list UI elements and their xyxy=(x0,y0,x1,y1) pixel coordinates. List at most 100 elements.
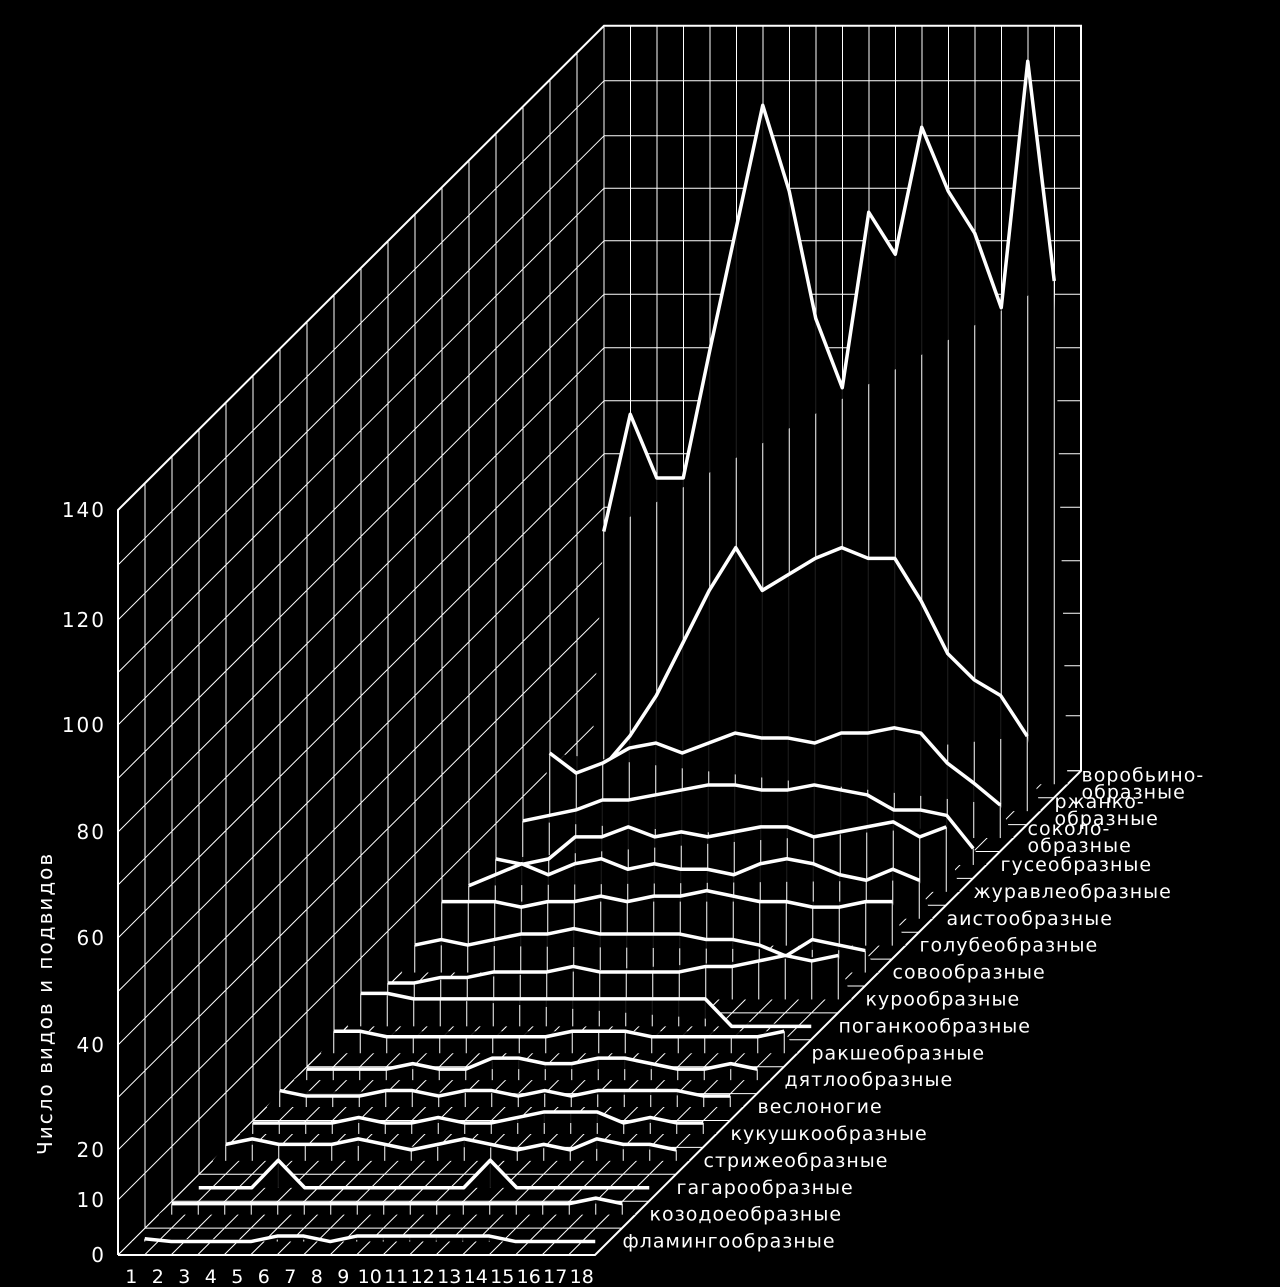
x-tick-label: 15 xyxy=(490,1266,514,1287)
order-label-line: аистообразные xyxy=(947,908,1113,930)
order-label: ржанко-образные xyxy=(1055,791,1159,830)
order-label-line: кукушкообразные xyxy=(731,1123,928,1145)
order-labels: фламингообразные козодоеобразные гагарообр… xyxy=(623,764,1205,1253)
order-label: фламингообразные xyxy=(623,1231,836,1253)
x-tick-label: 14 xyxy=(464,1266,488,1287)
left-grid-diag xyxy=(117,347,605,833)
x-tick-label: 13 xyxy=(437,1266,461,1287)
y-tick-label: 120 xyxy=(62,608,106,632)
series-line xyxy=(144,1234,596,1244)
left-grid-diag xyxy=(117,293,605,779)
series-line xyxy=(495,820,947,867)
x-tick-label: 2 xyxy=(152,1266,164,1287)
x-tick-label: 3 xyxy=(178,1266,190,1287)
left-grid-diag xyxy=(117,135,605,621)
order-label-line: образные xyxy=(1082,781,1186,803)
x-tick-label: 9 xyxy=(337,1266,349,1287)
series-line xyxy=(387,953,839,985)
x-tick-label: 4 xyxy=(205,1266,217,1287)
x-tick-label: 16 xyxy=(517,1266,541,1287)
left-grid-diag xyxy=(117,400,605,886)
y-tick-label: 20 xyxy=(77,1138,106,1162)
series-1 xyxy=(158,1196,636,1215)
y-tick-label: 10 xyxy=(77,1188,106,1212)
series-line xyxy=(198,1158,650,1190)
y-axis-title: Число видов и подвидов xyxy=(33,852,57,1155)
left-grid-diag xyxy=(117,506,605,992)
order-label: соколо-образные xyxy=(1028,818,1132,857)
series-layer xyxy=(131,59,1068,1244)
order-label-line: козодоеобразные xyxy=(650,1204,843,1226)
series-line xyxy=(279,1088,731,1098)
order-label: стрижеобразные xyxy=(704,1150,889,1172)
order-label-line: веслоногие xyxy=(758,1096,883,1118)
series-line xyxy=(602,59,1056,532)
order-label: совообразные xyxy=(893,962,1046,984)
order-label: козодоеобразные xyxy=(650,1204,843,1226)
series-line xyxy=(548,726,1002,807)
order-label-line: образные xyxy=(1055,808,1159,830)
series-6 xyxy=(293,1056,771,1081)
series-4 xyxy=(239,1110,717,1134)
order-label-line: стрижеобразные xyxy=(704,1150,889,1172)
order-label: воробьино-образные xyxy=(1082,764,1205,803)
left-grid-diag xyxy=(117,612,605,1098)
order-label-line: ракшеобразные xyxy=(812,1042,986,1064)
series-2 xyxy=(185,1158,663,1190)
left-grid-diag xyxy=(117,80,605,566)
x-tick-label: 17 xyxy=(543,1266,567,1287)
left-grid-diag xyxy=(117,665,605,1151)
left-grid-diag xyxy=(117,715,605,1201)
order-label: аистообразные xyxy=(947,908,1113,930)
x-tick-label: 11 xyxy=(384,1266,408,1287)
order-label: голубеобразные xyxy=(920,935,1099,957)
order-label: кукушкообразные xyxy=(731,1123,928,1145)
left-grid-diag xyxy=(117,240,605,726)
series-line xyxy=(414,926,866,958)
order-label: веслоногие xyxy=(758,1096,883,1118)
order-label-line: ржанко- xyxy=(1055,791,1145,813)
series-7 xyxy=(320,1029,798,1054)
x-tick-label: 8 xyxy=(311,1266,323,1287)
order-label: ракшеобразные xyxy=(812,1042,986,1064)
y-tick-label: 60 xyxy=(77,926,106,950)
order-label-line: гагарообразные xyxy=(677,1177,854,1199)
left-grid-diag xyxy=(117,560,605,1046)
order-label: дятлообразные xyxy=(785,1069,954,1091)
y-tick-label: 100 xyxy=(62,713,106,737)
order-label: курообразные xyxy=(866,988,1021,1010)
y-tick-label: 0 xyxy=(91,1243,106,1267)
y-tick-label: 80 xyxy=(77,820,106,844)
order-label-line: голубеобразные xyxy=(920,935,1099,957)
order-label-line: журавлеобразные xyxy=(974,881,1172,903)
order-label-line: гусеобразные xyxy=(1001,854,1153,876)
series-8 xyxy=(347,991,825,1029)
series-line xyxy=(575,545,1029,786)
series-line xyxy=(360,991,812,1029)
order-label-line: воробьино- xyxy=(1082,764,1205,786)
y-axis-ticks: 0 10 20 40 60 80 100 120 140 xyxy=(62,498,106,1267)
order-label-line: соколо- xyxy=(1028,818,1111,840)
y-tick-label: 40 xyxy=(77,1033,106,1057)
series-0 xyxy=(131,1234,609,1244)
series-line xyxy=(333,1029,785,1039)
x-tick-label: 6 xyxy=(258,1266,270,1287)
series-9 xyxy=(374,953,852,1000)
order-label: гагарообразные xyxy=(677,1177,854,1199)
order-label-line: курообразные xyxy=(866,988,1021,1010)
series-line xyxy=(441,888,893,909)
x-tick-label: 10 xyxy=(358,1266,382,1287)
left-grid-diag xyxy=(117,453,605,939)
order-label-line: образные xyxy=(1028,835,1132,857)
series-line xyxy=(171,1196,623,1206)
order-label: гусеобразные xyxy=(1001,854,1153,876)
x-axis-ticks: 1 2 3 4 5 6 7 8 9 10 11 12 13 14 15 16 17 18 xyxy=(125,1266,594,1287)
y-tick-label: 140 xyxy=(62,498,106,522)
x-tick-label: 12 xyxy=(411,1266,435,1287)
order-label-line: поганкообразные xyxy=(839,1015,1031,1037)
series-area xyxy=(158,1198,636,1215)
order-label-line: дятлообразные xyxy=(785,1069,954,1091)
order-label: поганкообразные xyxy=(839,1015,1031,1037)
order-label-line: фламингообразные xyxy=(623,1231,836,1253)
